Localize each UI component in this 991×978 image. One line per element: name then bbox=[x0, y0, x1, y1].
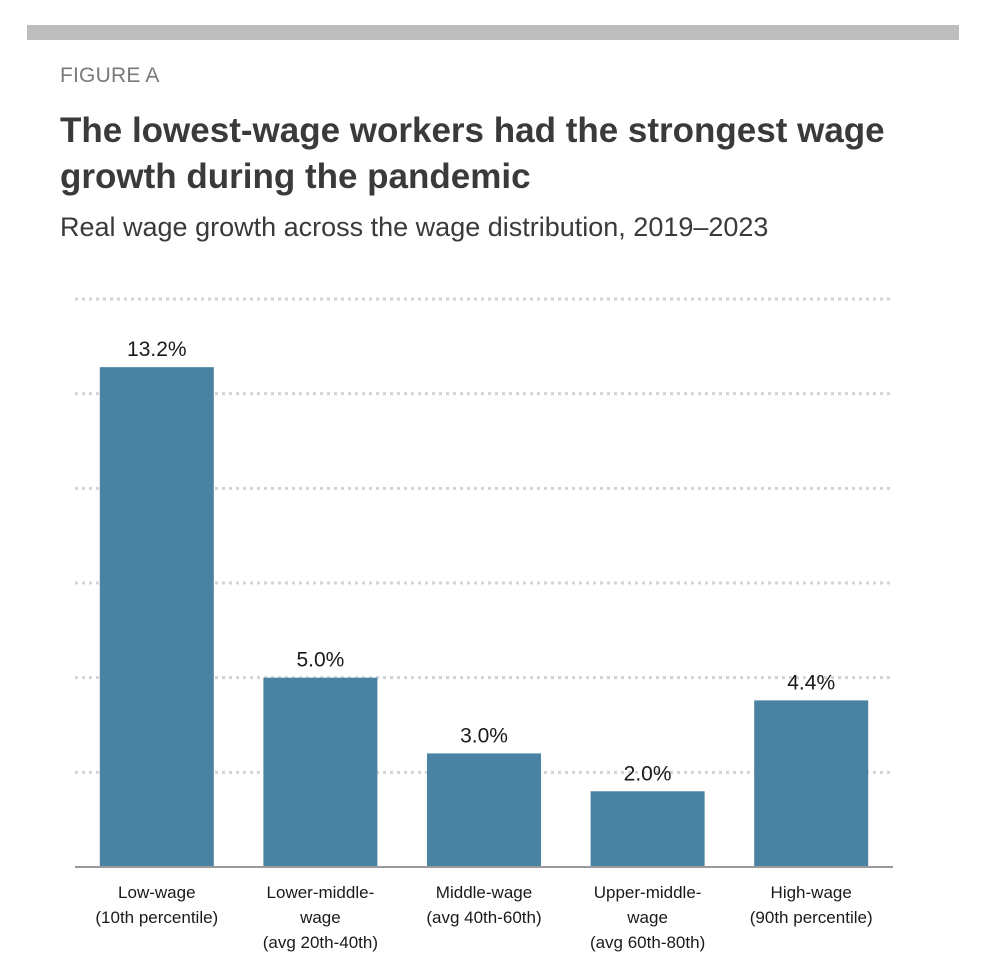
category-label-line: (avg 40th-60th) bbox=[426, 908, 542, 927]
category-label: Lower-middle-wage (avg 20th-40th) bbox=[240, 880, 400, 955]
category-label-line: Middle-wage bbox=[435, 883, 533, 902]
category-label: Upper-middle-wage (avg 60th-80th) bbox=[568, 880, 728, 955]
figure-label: FIGURE A bbox=[60, 64, 160, 87]
category-label-line: (10th percentile) bbox=[95, 908, 219, 927]
category-label-line: Lower-middle- bbox=[266, 883, 375, 902]
bar-value-label: 5.0% bbox=[296, 649, 344, 672]
category-label-line: High-wage bbox=[770, 883, 852, 902]
bar-value-label: 3.0% bbox=[460, 724, 508, 747]
category-label-line: wage bbox=[627, 908, 668, 927]
bar-value-label: 13.2% bbox=[127, 338, 187, 361]
category-label-line: (90th percentile) bbox=[749, 908, 873, 927]
bar bbox=[427, 753, 541, 867]
category-label: High-wage (90th percentile) bbox=[731, 880, 891, 930]
bar bbox=[754, 700, 869, 867]
chart-subtitle: Real wage growth across the wage distrib… bbox=[60, 212, 769, 242]
chart-title: The lowest-wage workers had the stronges… bbox=[60, 111, 885, 196]
bar-value-label: 2.0% bbox=[624, 762, 672, 785]
category-label: Middle-wage (avg 40th-60th) bbox=[404, 880, 564, 930]
category-label: Low-wage (10th percentile) bbox=[77, 880, 237, 930]
category-label-line: Low-wage bbox=[118, 883, 196, 902]
bar-value-label: 4.4% bbox=[787, 671, 835, 694]
bar bbox=[99, 367, 214, 867]
top-rule bbox=[27, 25, 959, 40]
category-label-line: Upper-middle- bbox=[593, 883, 702, 902]
bar bbox=[263, 677, 378, 867]
category-label-line: (avg 20th-40th) bbox=[262, 933, 379, 952]
category-label-line: (avg 60th-80th) bbox=[589, 933, 706, 952]
category-label-line: wage bbox=[300, 908, 341, 927]
bar bbox=[590, 791, 705, 867]
